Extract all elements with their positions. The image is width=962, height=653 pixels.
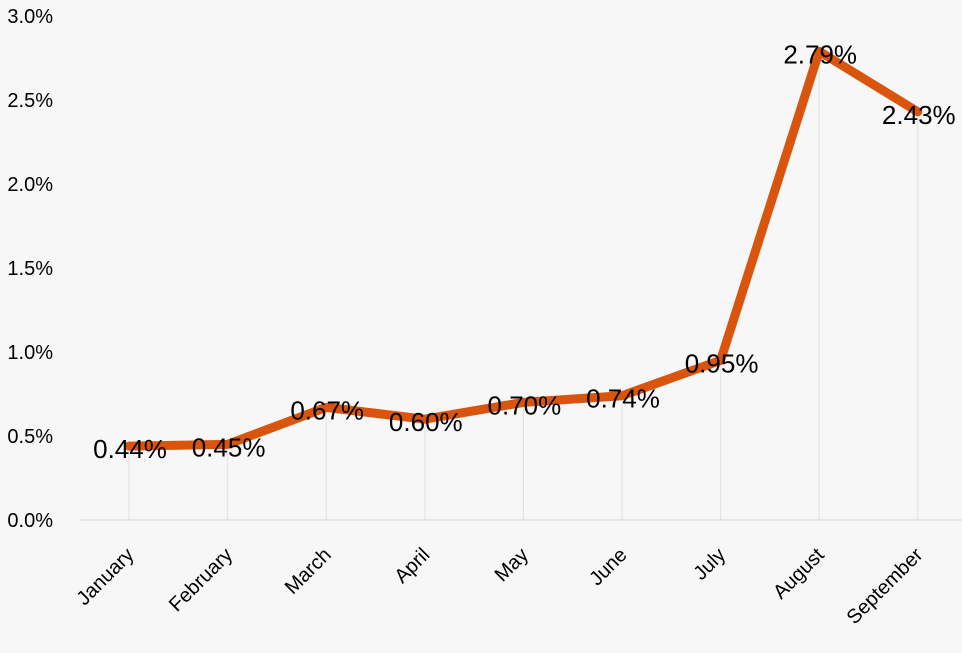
data-label: 0.60% — [389, 407, 463, 437]
data-labels: 0.44% 0.45% 0.67% 0.60% 0.70% 0.74% 0.95% 2.79%… — [93, 39, 956, 464]
category-drop-lines — [128, 51, 919, 520]
x-tick-label: March — [281, 544, 336, 599]
x-tick-label: August — [769, 544, 829, 604]
y-tick-label: 1.5% — [7, 258, 53, 280]
x-tick-label: January — [73, 544, 139, 610]
data-label: 2.43% — [882, 100, 956, 130]
x-axis-tick-labels: January February March April May June July Augu… — [73, 544, 928, 629]
data-label: 0.70% — [488, 390, 562, 420]
data-label: 0.44% — [93, 434, 167, 464]
data-label: 0.74% — [586, 384, 660, 414]
y-tick-label: 2.0% — [7, 174, 53, 196]
x-tick-label: July — [689, 544, 730, 585]
data-label: 0.45% — [192, 432, 266, 462]
data-label: 0.95% — [685, 348, 759, 378]
data-label: 0.67% — [290, 395, 364, 425]
x-tick-label: September — [843, 544, 928, 629]
y-tick-label: 3.0% — [7, 6, 53, 28]
x-tick-label: May — [491, 544, 533, 586]
y-axis-tick-labels: 0.0% 0.5% 1.0% 1.5% 2.0% 2.5% 3.0% — [7, 6, 53, 532]
series-line — [124, 46, 923, 451]
x-tick-label: February — [165, 544, 237, 616]
y-tick-label: 0.5% — [7, 426, 53, 448]
y-tick-label: 0.0% — [7, 510, 53, 532]
x-tick-label: April — [390, 544, 434, 588]
data-label: 2.79% — [783, 39, 857, 69]
x-tick-label: June — [585, 544, 631, 590]
y-tick-label: 2.5% — [7, 90, 53, 112]
y-tick-label: 1.0% — [7, 342, 53, 364]
